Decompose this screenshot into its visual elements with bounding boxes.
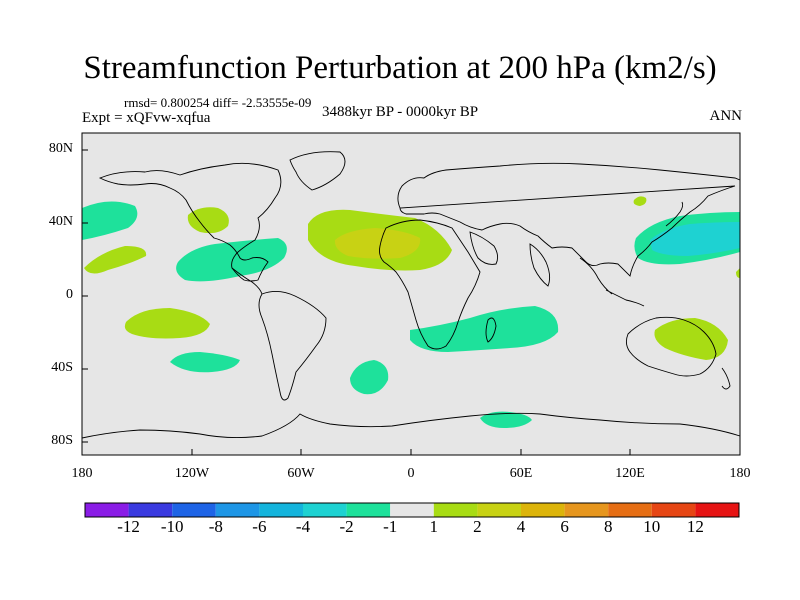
coastline-new-zealand: [721, 367, 731, 390]
colorbar-bin-14: [651, 503, 696, 517]
colorbar-label: 1: [429, 517, 439, 536]
colorbar-bin-6: [303, 503, 347, 517]
colorbar-bin-9: [433, 503, 478, 517]
colorbar-bin-8: [390, 503, 434, 517]
lat-label-80n: 80N: [48, 141, 73, 156]
coastlines: [81, 151, 741, 439]
anomaly-nw-pacific-core: [650, 222, 740, 256]
lon-label-60w: 60W: [287, 466, 315, 481]
colorbar-label: 12: [686, 517, 704, 536]
colorbar-bin-15: [695, 503, 739, 517]
colorbar-label: 8: [603, 517, 613, 536]
colorbar-label: 6: [560, 517, 569, 536]
coastline-north-america: [98, 162, 282, 282]
colorbar-bin-5: [259, 503, 303, 517]
colorbar-label: 10: [643, 517, 661, 536]
coastline-india: [529, 243, 551, 287]
colorbar-frame: [84, 502, 740, 518]
anomaly-caribbean-negative: [176, 238, 287, 282]
lat-label-40n: 40N: [48, 214, 73, 229]
colorbar-bin-11: [521, 503, 565, 517]
colorbar-label: 2: [473, 517, 482, 536]
anomaly-dateline-positive: [736, 268, 740, 278]
anomaly-se-pacific-positive: [124, 308, 210, 339]
season-label: ANN: [709, 108, 743, 124]
colorbar-bin-7: [346, 503, 391, 517]
coastline-south-america: [258, 291, 327, 401]
colorbar-bin-13: [608, 503, 652, 517]
coastline-japan: [665, 201, 684, 227]
lon-label-120e: 120E: [615, 466, 645, 481]
colorbar-bin-4: [215, 503, 260, 517]
colorbar-label: -1: [383, 517, 398, 536]
axis-ticks: [82, 149, 631, 455]
colorbar-bin-10: [477, 503, 521, 517]
coastline-australia: [625, 316, 717, 377]
colorbar-label: -4: [295, 517, 311, 536]
colorbar-label: -12: [117, 517, 140, 536]
lat-label-0: 0: [66, 287, 73, 302]
coastline-central-america: [231, 267, 263, 295]
coastline-africa: [379, 219, 481, 350]
coastline-madagascar: [485, 317, 497, 343]
anomaly-indian-ocean-negative: [410, 306, 559, 352]
lon-label-120w: 120W: [174, 466, 210, 481]
lon-label-0: 0: [407, 466, 415, 481]
colorbar-label: -8: [208, 517, 223, 536]
colorbar-label: -10: [160, 517, 184, 536]
colorbar-bin-1: [85, 503, 129, 517]
coastline-southeast-asia: [579, 257, 645, 307]
coastline-greenland: [289, 151, 346, 191]
lon-label-180w: 180: [71, 466, 93, 481]
coastline-arabia: [469, 231, 499, 265]
anomaly-s-atlantic-negative: [350, 360, 389, 395]
map-background: [82, 133, 740, 455]
anomaly-australia-positive: [654, 318, 728, 360]
lat-label-40s: 40S: [51, 360, 73, 375]
anomaly-east-asia-positive: [633, 196, 647, 206]
lon-label-60e: 60E: [509, 466, 533, 481]
colorbar-label: -2: [339, 517, 354, 536]
lat-label-80s: 80S: [51, 433, 73, 448]
anomaly-ne-pacific-positive: [187, 207, 229, 234]
experiment-label: Expt = xQFvw-xqfua: [82, 110, 211, 126]
colorbar-bin-12: [564, 503, 609, 517]
anomaly-n-africa-core: [334, 228, 421, 259]
lon-label-180e: 180: [729, 466, 751, 481]
anomaly-southern-ocean-negative: [480, 411, 532, 428]
chart-title: Streamfunction Perturbation at 200 hPa (…: [83, 50, 717, 86]
anomaly-s-pacific-negative: [170, 352, 240, 373]
colorbar: [84, 502, 740, 518]
colorbar-label: 4: [516, 517, 526, 536]
anomaly-n-pacific-negative: [82, 201, 138, 240]
period-label: 3488kyr BP - 0000kyr BP: [322, 104, 479, 120]
colorbar-bin-2: [128, 503, 173, 517]
colorbar-label: -6: [252, 517, 267, 536]
stats-text: rmsd= 0.800254 diff= -2.53555e-09: [124, 95, 312, 110]
colorbar-bin-3: [172, 503, 216, 517]
coastline-antarctica: [81, 412, 741, 439]
coastline-europe-asia: [397, 162, 741, 277]
anomaly-fields: [82, 196, 740, 428]
anomaly-w-pacific-positive: [84, 246, 147, 274]
